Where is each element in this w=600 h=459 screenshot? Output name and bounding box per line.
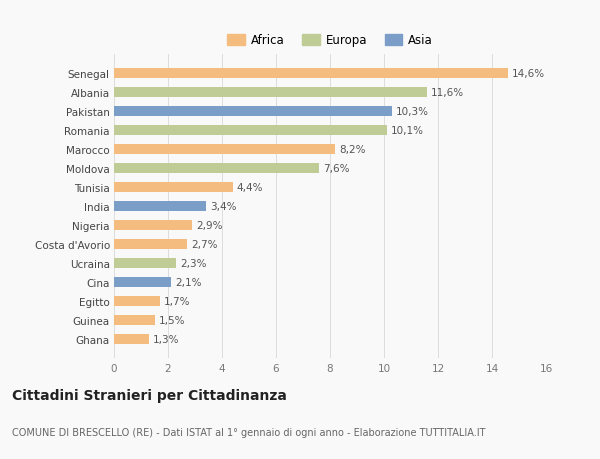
Legend: Africa, Europa, Asia: Africa, Europa, Asia [223,31,437,50]
Bar [114,126,387,136]
Bar [114,182,233,193]
Text: 4,4%: 4,4% [237,183,263,193]
Bar [114,296,160,307]
Bar [114,163,319,174]
Bar [114,315,155,325]
Text: 3,4%: 3,4% [210,202,236,212]
Text: 7,6%: 7,6% [323,164,350,174]
Text: 14,6%: 14,6% [512,69,545,79]
Text: 8,2%: 8,2% [340,145,366,155]
Bar [114,334,149,344]
Text: 10,1%: 10,1% [391,126,424,136]
Text: 10,3%: 10,3% [396,107,429,117]
Bar [114,88,427,98]
Bar [114,106,392,117]
Text: COMUNE DI BRESCELLO (RE) - Dati ISTAT al 1° gennaio di ogni anno - Elaborazione : COMUNE DI BRESCELLO (RE) - Dati ISTAT al… [12,427,485,437]
Bar [114,258,176,269]
Text: 2,1%: 2,1% [175,277,201,287]
Bar [114,239,187,250]
Bar [114,202,206,212]
Text: Cittadini Stranieri per Cittadinanza: Cittadini Stranieri per Cittadinanza [12,388,287,402]
Bar [114,277,170,287]
Text: 1,5%: 1,5% [158,315,185,325]
Text: 11,6%: 11,6% [431,88,464,98]
Text: 2,9%: 2,9% [196,220,223,230]
Text: 1,7%: 1,7% [164,296,190,306]
Bar [114,145,335,155]
Text: 2,3%: 2,3% [180,258,206,269]
Bar [114,69,508,79]
Bar [114,220,193,231]
Text: 2,7%: 2,7% [191,240,217,249]
Text: 1,3%: 1,3% [153,334,179,344]
